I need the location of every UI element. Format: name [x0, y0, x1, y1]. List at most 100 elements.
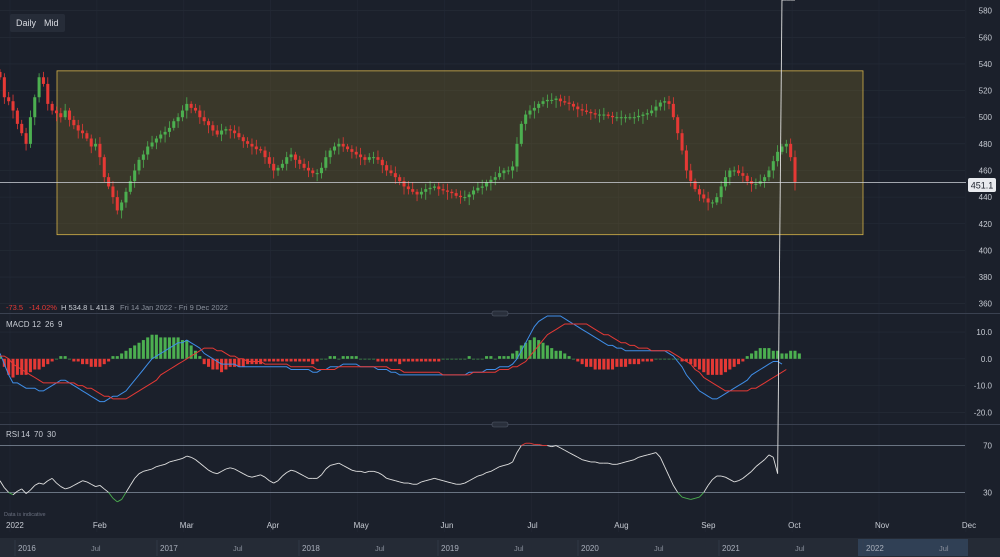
time-navigator[interactable]	[0, 538, 1000, 557]
macd-histogram-bar	[350, 356, 354, 359]
candle-body	[246, 141, 250, 144]
rsi-line-segment	[699, 492, 705, 498]
macd-histogram-bar	[745, 356, 749, 359]
candle-body	[719, 186, 723, 198]
macd-histogram-bar	[558, 350, 562, 359]
macd-histogram-bar	[684, 358, 688, 362]
macd-histogram-bar	[515, 350, 519, 359]
candle-body	[341, 143, 345, 147]
resize-handle-1[interactable]	[491, 310, 509, 317]
change-percent: -14.02%	[29, 303, 57, 312]
candle-body	[458, 195, 463, 198]
rsi-line-segment	[516, 445, 522, 453]
rsi-line-segment	[203, 466, 209, 471]
candle-body	[658, 102, 662, 107]
candle-body	[2, 77, 6, 98]
candle-body	[233, 130, 237, 134]
rsi-line-segment	[755, 462, 761, 468]
candle-body	[328, 150, 332, 158]
candle-body	[545, 99, 549, 102]
price-tick-label: 420	[979, 220, 993, 229]
rsi-line-segment	[347, 467, 353, 471]
rsi-line-segment	[73, 482, 79, 486]
macd-histogram-bar	[467, 356, 471, 359]
macd-tick-label: 10.0	[976, 328, 992, 337]
rsi-line-segment	[38, 482, 44, 485]
rsi-line-segment	[608, 462, 613, 465]
macd-histogram-bar	[537, 340, 541, 359]
rsi-line-segment	[560, 447, 565, 451]
signal-line	[0, 323, 787, 400]
high-value: H 534.8	[61, 303, 87, 312]
macd-histogram-bar	[650, 358, 654, 362]
candle-body	[398, 177, 402, 182]
rsi-line-segment	[95, 484, 101, 488]
macd-histogram-bar	[372, 358, 376, 360]
rsi-param-lower: 30	[47, 430, 56, 439]
candle-body	[111, 186, 115, 198]
macd-histogram-bar	[437, 358, 441, 362]
candle-body	[454, 193, 458, 196]
navigator-midyear-label: Jul	[91, 544, 101, 553]
macd-histogram-bar	[33, 358, 37, 370]
interval-button[interactable]: Daily	[10, 14, 43, 32]
rsi-line-segment	[364, 470, 370, 473]
macd-histogram-bar	[667, 358, 671, 360]
macd-histogram-bar	[337, 358, 341, 360]
candle-body	[689, 170, 693, 182]
candle-body	[89, 138, 93, 147]
macd-histogram-bar	[541, 342, 545, 359]
candle-body	[272, 163, 276, 171]
resize-handle-2[interactable]	[491, 421, 509, 428]
candle-body	[124, 191, 128, 203]
indicative-note: Data is indicative	[4, 512, 46, 518]
navigator-year-label: 2022	[866, 544, 884, 553]
macd-histogram-bar	[763, 348, 767, 359]
macd-histogram-bar	[567, 356, 571, 359]
month-label: May	[354, 521, 369, 530]
price-type-button[interactable]: Mid	[38, 14, 65, 32]
candle-body	[754, 183, 758, 185]
candle-body	[702, 194, 706, 199]
candle-body	[406, 186, 410, 190]
candle-body	[224, 129, 228, 131]
rsi-line-segment	[577, 456, 583, 461]
navigator-selection[interactable]	[858, 539, 968, 556]
rsi-line-segment	[508, 461, 513, 465]
candle-body	[50, 103, 54, 111]
candle-body	[472, 190, 476, 195]
rsi-line-segment	[269, 480, 274, 484]
navigator-year-label: 2016	[18, 544, 36, 553]
macd-param-signal: 9	[58, 320, 63, 329]
macd-name: MACD	[6, 320, 30, 329]
rsi-line-segment	[734, 480, 739, 483]
month-label: Sep	[701, 521, 716, 530]
macd-histogram-bar	[124, 350, 128, 359]
rsi-line-segment	[451, 482, 457, 485]
candle-body	[432, 186, 436, 188]
rsi-line-segment	[234, 468, 240, 472]
macd-histogram-bar	[771, 350, 775, 359]
candle-body	[319, 167, 323, 174]
candle-body	[715, 197, 719, 203]
candle-body	[163, 131, 167, 135]
candle-body	[528, 110, 532, 115]
candle-body	[784, 143, 788, 147]
candle-body	[211, 125, 215, 131]
macd-histogram-bar	[215, 358, 219, 370]
candle-body	[741, 173, 745, 176]
candle-body	[98, 143, 102, 158]
macd-histogram-bar	[159, 337, 163, 359]
rsi-line-segment	[564, 449, 570, 453]
macd-histogram-bar	[137, 342, 141, 359]
rsi-line-segment	[568, 452, 574, 456]
macd-histogram-bar	[432, 358, 436, 362]
candle-body	[150, 142, 154, 147]
macd-histogram-bar	[750, 353, 754, 359]
candle-body	[324, 157, 328, 168]
macd-histogram-bar	[172, 337, 176, 359]
macd-histogram-bar	[472, 358, 476, 360]
macd-histogram-bar	[398, 358, 402, 365]
price-tick-label: 460	[979, 166, 993, 175]
